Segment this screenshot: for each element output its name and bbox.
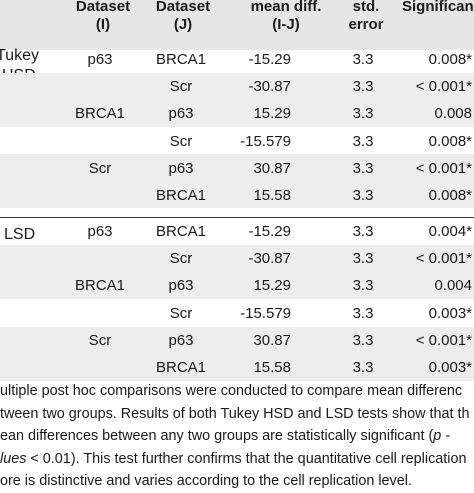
cell-dataset-j: BRCA1	[155, 187, 207, 204]
cell-dataset-i: Scr	[88, 331, 112, 349]
cell-mean-diff: 15.58	[253, 187, 291, 204]
cell-significance: 0.003*	[428, 359, 472, 376]
cell-dataset-i: BRCA1	[74, 105, 126, 123]
header-mean-diff: mean diff. (I-J)	[250, 0, 322, 33]
cell-dataset-j: p63	[168, 331, 194, 349]
row-band	[0, 154, 474, 209]
cell-std-error: 3.3	[352, 159, 374, 177]
group-label-lsd: LSD	[4, 226, 36, 243]
cell-significance: 0.008*	[428, 51, 472, 68]
section-divider	[0, 217, 474, 218]
cell-significance: < 0.001*	[415, 250, 472, 268]
footnote-line: ultiple post hoc comparisons were conduc…	[0, 383, 463, 399]
cell-significance: 0.008	[434, 105, 472, 123]
cell-std-error: 3.3	[352, 223, 374, 240]
table-header	[0, 0, 474, 50]
footnote-line: lues < 0.01). This test further confirms…	[0, 450, 467, 467]
cell-mean-diff: -15.579	[240, 304, 291, 322]
cell-significance: 0.008*	[428, 132, 472, 150]
cell-mean-diff: -30.87	[248, 250, 291, 268]
cell-std-error: 3.3	[352, 187, 374, 204]
cell-mean-diff: -15.29	[248, 223, 291, 240]
row-band	[0, 327, 474, 382]
cell-significance: < 0.001*	[415, 159, 472, 177]
cell-dataset-j: Scr	[169, 132, 193, 150]
cell-std-error: 3.3	[352, 132, 374, 150]
cell-significance: 0.004*	[428, 223, 472, 240]
cell-mean-diff: 15.29	[253, 277, 291, 295]
cell-dataset-i: p63	[87, 51, 113, 68]
cell-significance: 0.008*	[428, 187, 472, 204]
cell-dataset-i: BRCA1	[74, 277, 126, 295]
cell-significance: < 0.001*	[415, 78, 472, 96]
cell-dataset-j: BRCA1	[155, 223, 207, 240]
cell-dataset-j: p63	[168, 105, 194, 123]
cell-dataset-i: Scr	[88, 159, 112, 177]
cell-significance: < 0.001*	[415, 331, 472, 349]
cell-mean-diff: -15.29	[248, 51, 291, 68]
cell-mean-diff: 15.58	[253, 359, 291, 376]
row-band	[0, 245, 474, 300]
footnote-line: tween two groups. Results of both Tukey …	[0, 405, 470, 422]
cell-dataset-j: p63	[168, 277, 194, 295]
cell-significance: 0.003*	[428, 304, 472, 322]
cell-std-error: 3.3	[352, 51, 374, 68]
cell-significance: 0.004	[434, 277, 472, 295]
cell-dataset-j: Scr	[169, 250, 193, 268]
cell-std-error: 3.3	[352, 359, 374, 376]
cell-mean-diff: 30.87	[253, 159, 291, 177]
cell-dataset-i: p63	[87, 223, 113, 240]
cell-dataset-j: Scr	[169, 304, 193, 322]
cell-std-error: 3.3	[352, 78, 374, 96]
cell-std-error: 3.3	[352, 105, 374, 123]
cell-dataset-j: p63	[168, 159, 194, 177]
cell-std-error: 3.3	[352, 331, 374, 349]
footnote-line: ean differences between any two groups a…	[0, 428, 451, 444]
cell-std-error: 3.3	[352, 277, 374, 295]
cell-dataset-j: BRCA1	[155, 51, 207, 68]
cell-std-error: 3.3	[352, 250, 374, 268]
footnote-line: ore is distinctive and varies according …	[0, 473, 412, 489]
cell-mean-diff: 15.29	[253, 105, 291, 123]
table-footnote: ultiple post hoc comparisons were conduc…	[0, 380, 474, 493]
row-band	[0, 73, 474, 128]
header-dataset-j: Dataset (J)	[155, 0, 211, 33]
cell-dataset-j: BRCA1	[155, 359, 207, 376]
cell-dataset-j: Scr	[169, 78, 193, 96]
cell-mean-diff: -30.87	[248, 78, 291, 96]
cell-std-error: 3.3	[352, 304, 374, 322]
header-dataset-i: Dataset (I)	[75, 0, 131, 33]
cell-mean-diff: -15.579	[240, 132, 291, 150]
header-significance: Significan	[402, 0, 474, 15]
cell-mean-diff: 30.87	[253, 331, 291, 349]
header-std-error: std. error	[348, 0, 384, 33]
